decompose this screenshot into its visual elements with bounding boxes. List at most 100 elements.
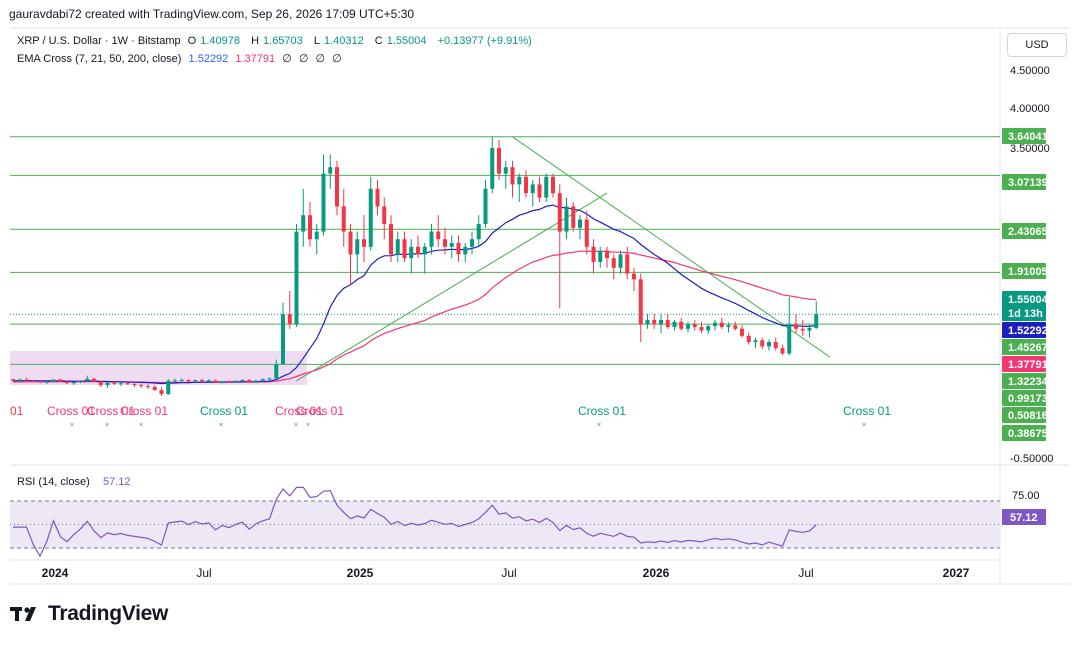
price-label-box: [1002, 373, 1046, 389]
price-label-text: 1d 13h: [1008, 308, 1043, 320]
candle-body: [395, 239, 400, 255]
price-label-box: [1002, 390, 1046, 406]
indicator-value-fast: 1.52292: [188, 53, 229, 65]
candle-body: [31, 380, 36, 382]
price-label-text: 3.07139: [1008, 177, 1048, 189]
candle-body: [24, 379, 29, 381]
candle-body: [591, 246, 596, 262]
open-value: 1.40978: [200, 35, 240, 47]
price-tick-label: -0.50000: [1010, 453, 1053, 465]
rsi-value-box: [1002, 509, 1046, 525]
tradingview-wordmark: TradingView: [48, 602, 169, 625]
candle-body: [490, 148, 495, 189]
candle-body: [71, 382, 76, 384]
candle-body: [456, 243, 461, 255]
high-value: 1.65703: [263, 35, 303, 47]
candle-body: [706, 326, 711, 331]
candle-body: [240, 380, 245, 381]
symbol-name: XRP / U.S. Dollar · 1W · Bitstamp: [17, 35, 181, 47]
close-value: 1.55004: [386, 35, 427, 47]
price-label-text: 1.32234: [1008, 376, 1049, 388]
candle-body: [449, 243, 454, 247]
price-label-text: 0.38675: [1008, 428, 1048, 440]
tradingview-logo-icon: [10, 607, 36, 621]
candle-body: [618, 254, 623, 268]
time-axis-label: 2027: [943, 566, 970, 580]
candle-body: [773, 342, 778, 349]
candle-body: [206, 380, 211, 382]
price-label-text: 1.55004: [1008, 294, 1049, 306]
candle-body: [193, 380, 198, 382]
open-label: O: [187, 35, 197, 47]
candle-body: [497, 148, 501, 174]
price-label-text: 2.43065: [1008, 226, 1048, 238]
candle-body: [389, 224, 393, 255]
currency-button[interactable]: USD: [1007, 33, 1067, 57]
candle-body: [254, 380, 258, 383]
price-label-box: [1002, 291, 1046, 307]
low-label: L: [313, 35, 320, 47]
candle-body: [125, 383, 130, 385]
candle-body: [665, 320, 670, 328]
candle-body: [92, 378, 96, 382]
candle-body: [679, 321, 684, 329]
cross-signal-marker: ×: [862, 422, 866, 429]
candle-body: [308, 215, 312, 240]
candle-body: [807, 327, 812, 331]
cross-signal-marker: ×: [597, 422, 601, 429]
candle-body: [544, 176, 549, 198]
candle-body: [800, 328, 805, 331]
candle-body: [551, 176, 555, 194]
candle-body: [65, 382, 69, 384]
candle-body: [760, 340, 765, 347]
cross-signal-label: Cross 01: [200, 404, 248, 418]
indicator-legend: EMA Cross (7, 21, 50, 200, close) 1.5229…: [17, 52, 346, 65]
candle-body: [152, 387, 157, 390]
price-label-box: [1002, 322, 1046, 338]
indicator-value-5: ∅: [315, 53, 326, 65]
candle-body: [611, 258, 616, 268]
candle-body: [699, 327, 704, 331]
indicator-value-6: ∅: [332, 53, 342, 65]
candle-body: [281, 314, 285, 364]
candle-body: [584, 219, 589, 247]
candle-body: [436, 231, 441, 240]
candle-body: [753, 340, 758, 342]
candle-body: [463, 246, 468, 255]
candle-body: [328, 167, 333, 174]
candle-body: [564, 206, 569, 232]
price-label-text: 3.64041: [1008, 131, 1048, 143]
candle-body: [672, 321, 677, 328]
cross-partial-label: 01: [10, 404, 24, 418]
candle-body: [17, 379, 22, 381]
candle-body: [692, 324, 697, 328]
candle-body: [517, 176, 522, 185]
candle-body: [719, 322, 724, 328]
cross-signal-label: Cross 01: [120, 404, 168, 418]
price-tick-label: 3.50000: [1010, 143, 1050, 155]
candle-body: [112, 382, 117, 384]
candle-body: [524, 176, 528, 194]
time-axis-label: 2026: [643, 566, 670, 580]
candle-body: [105, 382, 110, 385]
candles: [11, 136, 819, 396]
candle-body: [227, 381, 231, 383]
candle-body: [341, 206, 346, 232]
price-label-box: [1002, 223, 1046, 239]
candle-body: [335, 167, 339, 207]
candle-body: [213, 380, 218, 383]
price-tick-label: 4.00000: [1010, 103, 1050, 115]
candle-body: [294, 231, 299, 325]
candle-body: [301, 215, 306, 232]
time-axis-label: Jul: [196, 566, 211, 580]
candle-body: [173, 380, 177, 382]
candle-body: [483, 188, 488, 224]
trendline-down: [512, 136, 831, 358]
indicator-value-3: ∅: [282, 53, 292, 65]
price-label-text: 0.99173: [1008, 393, 1048, 405]
candle-body: [571, 206, 576, 228]
candle-body: [132, 384, 137, 385]
candle-body: [287, 314, 292, 325]
candle-body: [422, 246, 427, 255]
